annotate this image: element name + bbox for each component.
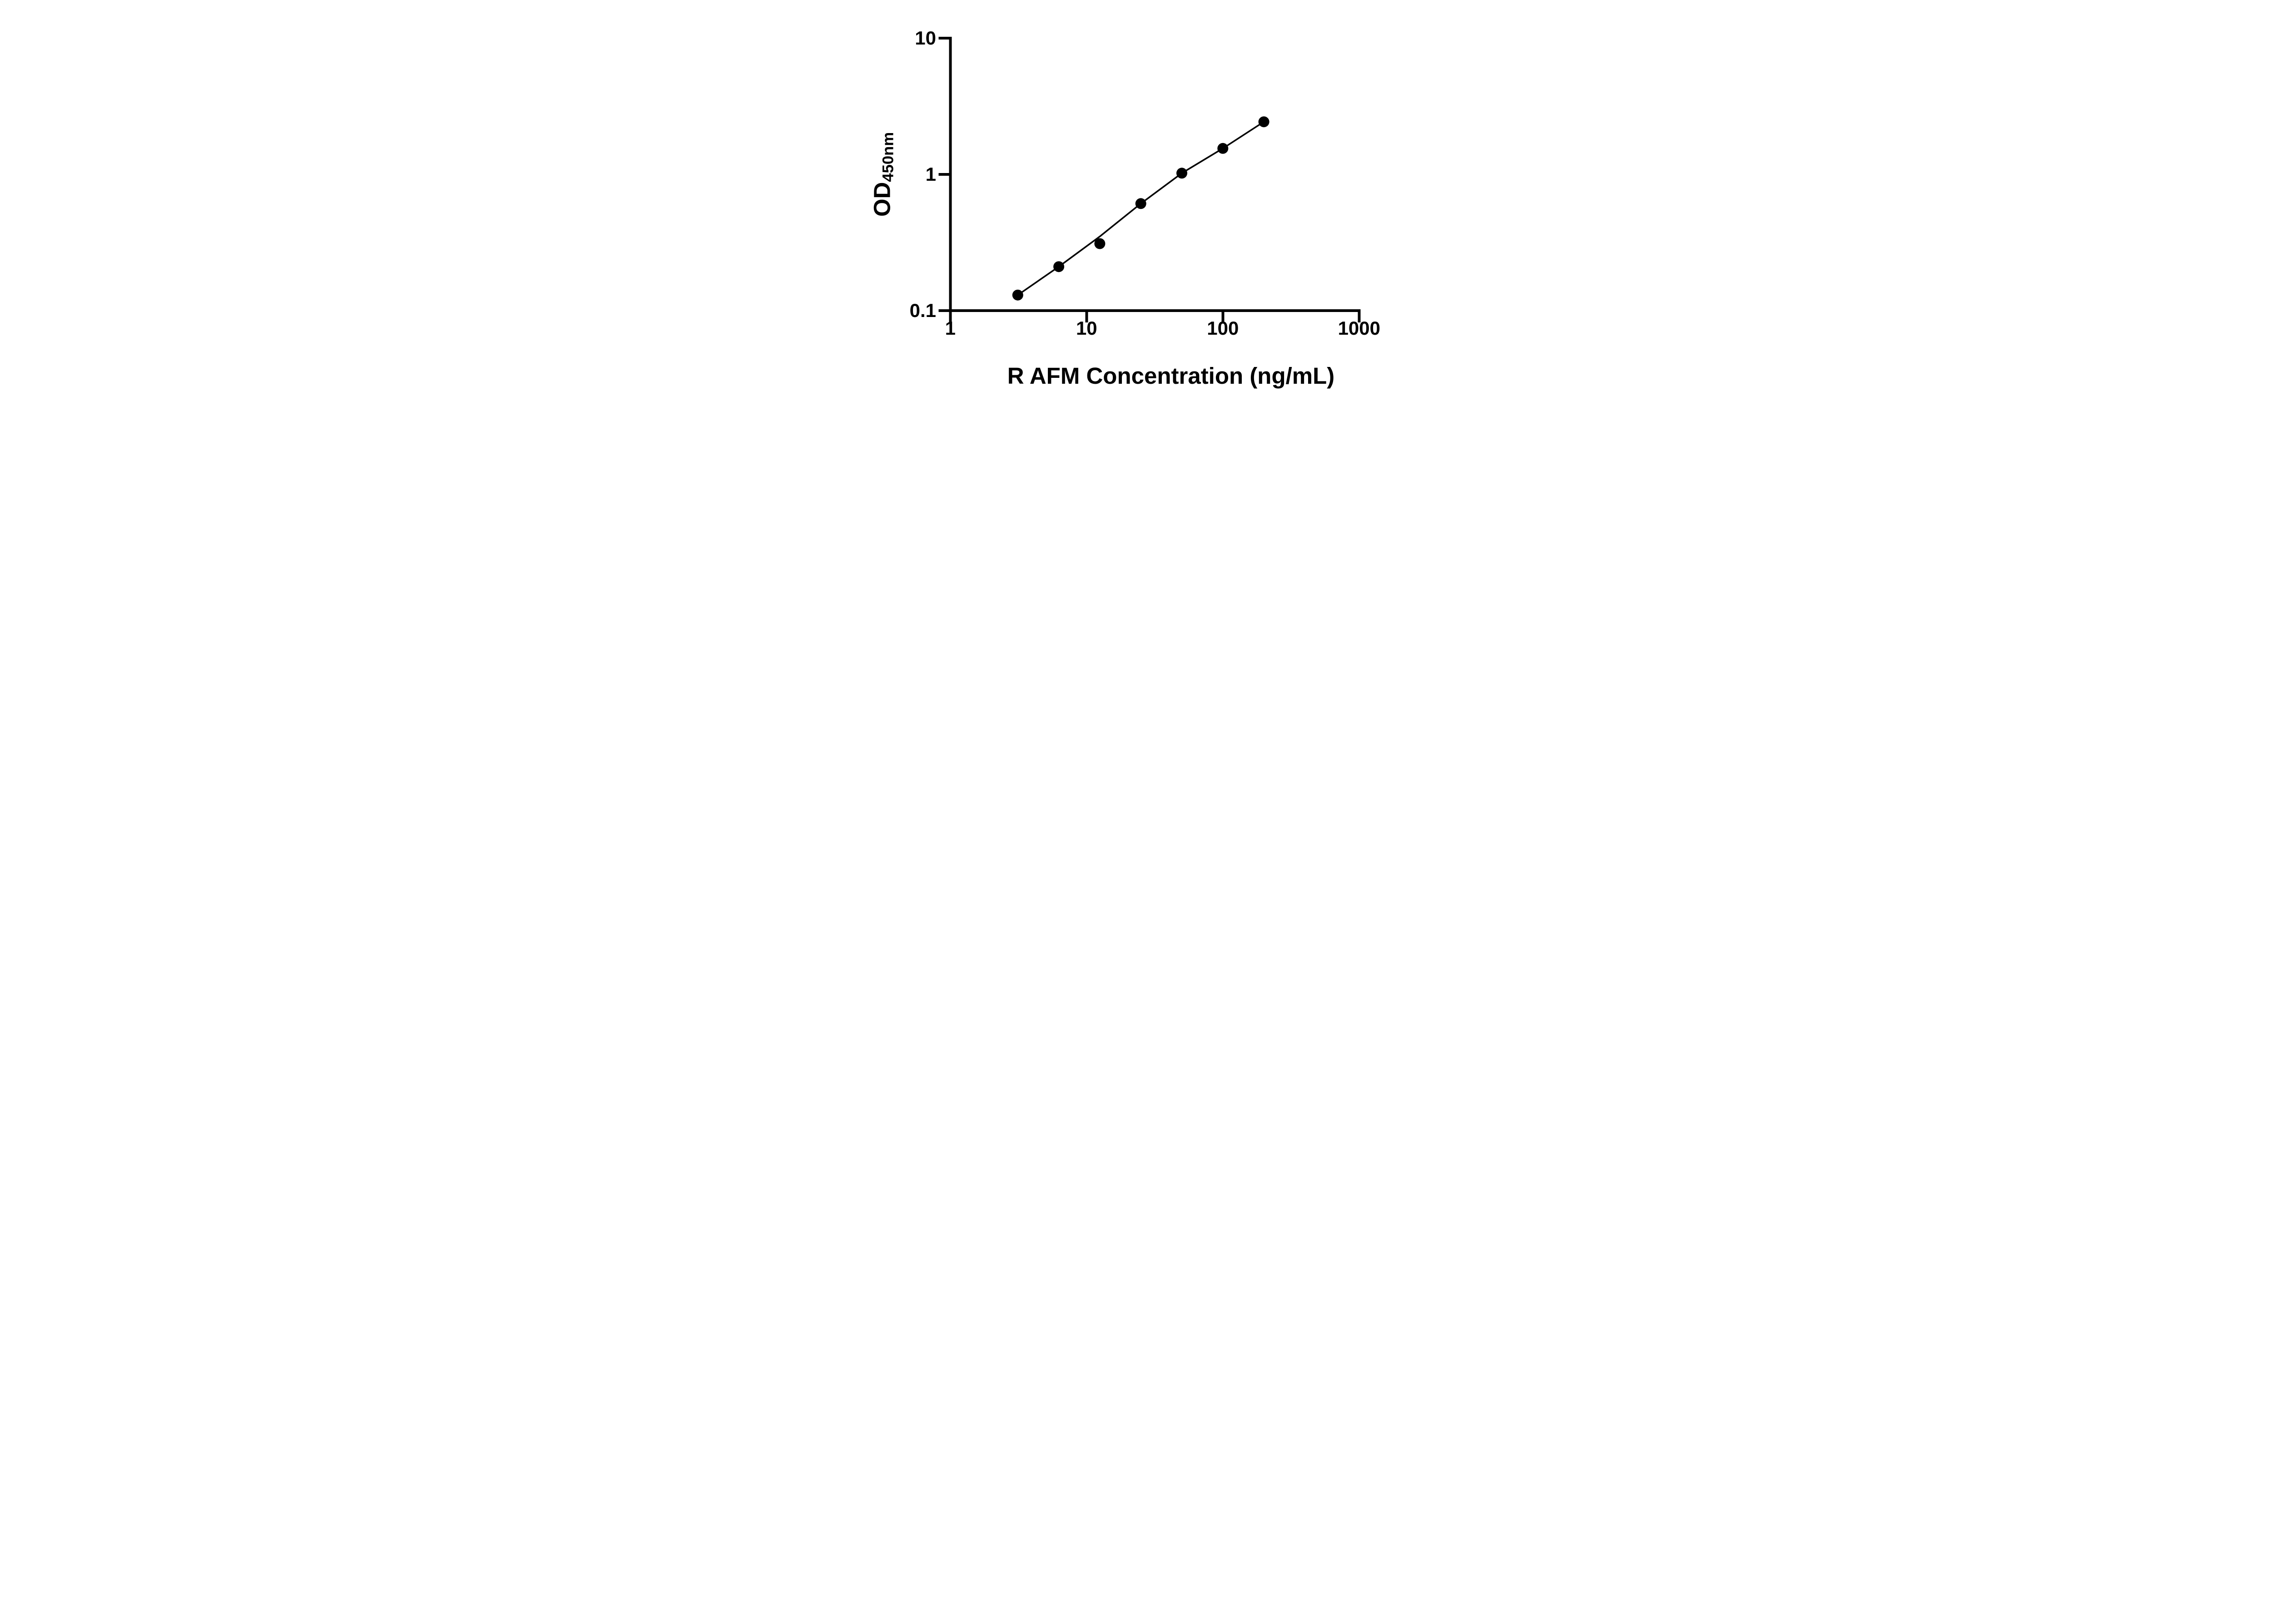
x-tick-label: 10 — [1076, 317, 1097, 339]
x-axis-title-text: R AFM Concentration (ng/mL) — [1007, 363, 1335, 389]
data-point — [1012, 289, 1023, 301]
data-point — [1176, 168, 1187, 179]
y-tick-label: 0.1 — [909, 299, 936, 321]
data-point — [1094, 238, 1106, 249]
x-tick-label: 1 — [945, 317, 956, 339]
data-point — [1258, 116, 1269, 128]
data-point — [1053, 261, 1065, 272]
plot-area — [938, 36, 1361, 322]
y-axis-title-main: OD — [869, 182, 895, 217]
x-axis-title: R AFM Concentration (ng/mL) — [1007, 364, 1335, 387]
chart-canvas: 10 1 0.1 1 10 100 1000 R AFM Concentration (ng… — [849, 0, 1422, 406]
x-tick-label: 1000 — [1338, 317, 1381, 339]
data-point — [1217, 143, 1229, 154]
y-tick-label: 1 — [925, 163, 936, 185]
data-point — [1135, 198, 1146, 209]
y-axis-title: OD450nm — [869, 132, 897, 217]
x-tick-label: 100 — [1207, 317, 1239, 339]
y-axis-title-subscript: 450nm — [879, 132, 897, 182]
y-tick-label: 10 — [915, 27, 936, 49]
